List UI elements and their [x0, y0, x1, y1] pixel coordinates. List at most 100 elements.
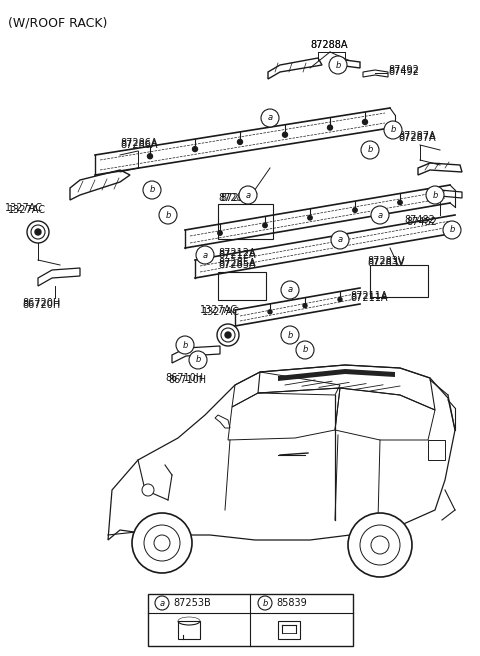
Circle shape — [303, 304, 307, 308]
Text: 85839: 85839 — [276, 598, 307, 608]
Circle shape — [338, 298, 342, 302]
Text: b: b — [195, 356, 201, 365]
Circle shape — [268, 310, 272, 314]
Circle shape — [189, 351, 207, 369]
Circle shape — [225, 332, 231, 338]
Bar — [148, 594, 353, 646]
Circle shape — [371, 536, 389, 554]
Text: 1327AC: 1327AC — [200, 305, 238, 315]
Text: 87287A: 87287A — [398, 131, 436, 141]
Text: 87482: 87482 — [404, 215, 435, 225]
Text: b: b — [165, 211, 171, 220]
Bar — [178, 621, 200, 639]
Circle shape — [143, 181, 161, 199]
Text: b: b — [449, 226, 455, 234]
Circle shape — [144, 525, 180, 561]
Circle shape — [238, 139, 242, 144]
Circle shape — [361, 141, 379, 159]
Circle shape — [31, 225, 45, 239]
Text: b: b — [336, 60, 341, 70]
Text: 87212A: 87212A — [218, 250, 256, 260]
Text: b: b — [367, 146, 372, 155]
Text: b: b — [390, 125, 396, 134]
Circle shape — [348, 513, 412, 577]
Circle shape — [426, 186, 444, 204]
Circle shape — [217, 324, 239, 346]
Circle shape — [218, 231, 222, 236]
Text: 86710H: 86710H — [165, 373, 203, 383]
Text: a: a — [337, 236, 343, 245]
Circle shape — [263, 223, 267, 228]
Text: b: b — [182, 340, 188, 350]
Text: 87285A: 87285A — [218, 258, 256, 268]
Text: 86720H: 86720H — [22, 298, 60, 308]
Circle shape — [27, 221, 49, 243]
Text: 86720H: 86720H — [22, 300, 60, 310]
Text: (W/ROOF RACK): (W/ROOF RACK) — [8, 16, 108, 29]
Text: 87285A: 87285A — [218, 260, 256, 270]
Circle shape — [196, 246, 214, 264]
Text: 87288A: 87288A — [310, 40, 348, 50]
Circle shape — [258, 596, 272, 610]
Circle shape — [192, 146, 197, 152]
Text: 87211A: 87211A — [350, 291, 387, 301]
Text: 87286A: 87286A — [120, 138, 157, 148]
Circle shape — [371, 206, 389, 224]
Circle shape — [329, 56, 347, 74]
Circle shape — [239, 186, 257, 204]
Text: 87283V: 87283V — [367, 258, 405, 268]
Text: b: b — [262, 598, 268, 607]
Circle shape — [362, 119, 368, 125]
Text: 1327AC: 1327AC — [5, 203, 43, 213]
Circle shape — [360, 525, 400, 565]
Text: b: b — [149, 186, 155, 194]
Text: 87284V: 87284V — [218, 193, 255, 203]
Text: 87492: 87492 — [388, 67, 419, 77]
Polygon shape — [278, 369, 395, 381]
Circle shape — [132, 513, 192, 573]
Text: 87284V: 87284V — [220, 193, 257, 203]
Text: b: b — [432, 190, 438, 199]
Circle shape — [176, 336, 194, 354]
Circle shape — [283, 133, 288, 137]
Text: 1327AC: 1327AC — [202, 307, 240, 317]
Text: 87482: 87482 — [406, 217, 437, 227]
Text: a: a — [159, 598, 165, 607]
Text: 87287A: 87287A — [398, 133, 436, 143]
Circle shape — [308, 216, 312, 220]
Circle shape — [221, 328, 235, 342]
Text: a: a — [377, 211, 383, 220]
Text: 87288A: 87288A — [310, 40, 348, 50]
Circle shape — [296, 341, 314, 359]
Circle shape — [398, 200, 402, 205]
Circle shape — [443, 221, 461, 239]
Circle shape — [154, 535, 170, 551]
Text: a: a — [288, 285, 293, 295]
Text: 87286A: 87286A — [120, 140, 157, 150]
Text: b: b — [288, 331, 293, 340]
Circle shape — [327, 125, 333, 130]
Circle shape — [159, 206, 177, 224]
Text: 87211A: 87211A — [350, 293, 387, 303]
Text: 87212A: 87212A — [218, 248, 256, 258]
Text: a: a — [267, 113, 273, 123]
Bar — [218, 272, 266, 300]
Text: 87253B: 87253B — [173, 598, 211, 608]
Text: 87492: 87492 — [388, 65, 419, 75]
Circle shape — [35, 229, 41, 235]
Bar — [370, 265, 428, 297]
Circle shape — [147, 154, 153, 159]
Text: a: a — [245, 190, 251, 199]
Bar — [278, 621, 300, 639]
Text: b: b — [302, 346, 308, 354]
Circle shape — [353, 208, 357, 213]
Circle shape — [331, 231, 349, 249]
Text: a: a — [203, 251, 207, 260]
Circle shape — [261, 109, 279, 127]
Text: 87283V: 87283V — [367, 256, 405, 266]
Circle shape — [142, 484, 154, 496]
Circle shape — [155, 596, 169, 610]
Circle shape — [281, 326, 299, 344]
Text: 1327AC: 1327AC — [8, 205, 46, 215]
Bar — [218, 204, 273, 239]
